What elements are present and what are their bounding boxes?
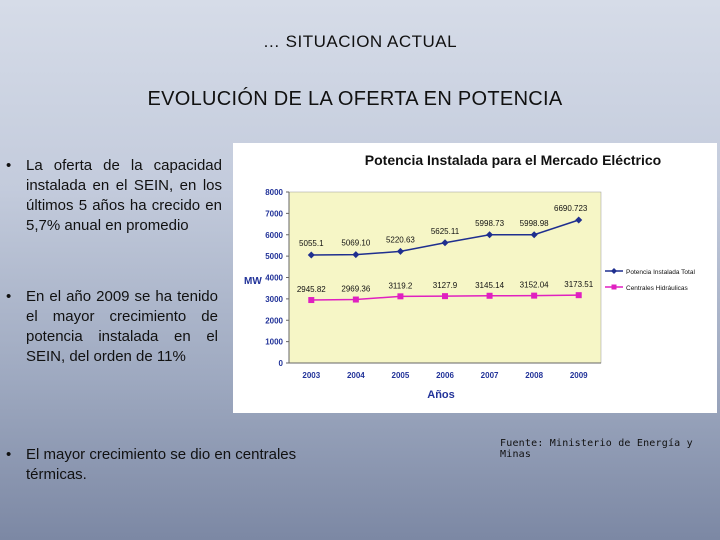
data-point bbox=[352, 251, 360, 259]
data-label: 2969.36 bbox=[341, 285, 370, 294]
x-tick-label: 2005 bbox=[392, 371, 410, 380]
legend-item: Potencia Instalada Total bbox=[605, 268, 695, 276]
y-tick-label: 2000 bbox=[265, 316, 283, 325]
data-label: 5220.63 bbox=[386, 235, 415, 244]
x-tick-label: 2006 bbox=[436, 371, 454, 380]
legend-marker bbox=[611, 284, 617, 290]
data-label: 3119.2 bbox=[388, 281, 412, 290]
y-tick-label: 3000 bbox=[265, 295, 283, 304]
data-label: 3145.14 bbox=[475, 281, 504, 290]
bullet-marker: • bbox=[6, 288, 12, 305]
bullet-text: La oferta de la capacidad instalada en e… bbox=[26, 157, 222, 234]
x-tick-label: 2007 bbox=[481, 371, 499, 380]
data-point bbox=[530, 231, 538, 239]
series-layer: 5055.1 5069.10 5220.63 5625.11 5998.73 5998.9… bbox=[297, 204, 594, 304]
data-point bbox=[397, 293, 404, 300]
bullet-marker: • bbox=[6, 446, 12, 463]
bullet-marker: • bbox=[6, 157, 12, 174]
y-tick-label: 4000 bbox=[265, 274, 283, 283]
x-tick-label: 2009 bbox=[570, 371, 588, 380]
y-tick-label: 5000 bbox=[265, 252, 283, 261]
data-label: 5998.98 bbox=[520, 219, 549, 228]
y-axis: 0 1000 2000 3000 4000 5000 6000 7000 8000 bbox=[265, 188, 290, 368]
y-tick-label: 8000 bbox=[265, 188, 283, 197]
page-title: EVOLUCIÓN DE LA OFERTA EN POTENCIA bbox=[147, 88, 563, 110]
data-label: 3152.04 bbox=[520, 281, 549, 290]
x-tick-label: 2004 bbox=[347, 371, 365, 380]
x-axis: 2003 2004 2005 2006 2007 2008 2009 bbox=[289, 362, 601, 380]
plot-area bbox=[288, 191, 602, 364]
data-point bbox=[575, 216, 583, 224]
y-tick-label: 7000 bbox=[265, 209, 283, 218]
x-tick-label: 2008 bbox=[525, 371, 543, 380]
data-point bbox=[442, 293, 448, 300]
data-label: 5069.10 bbox=[341, 239, 370, 248]
bullet-text: En el año 2009 se ha tenido el mayor cre… bbox=[26, 288, 218, 365]
series-hydro: 2945.82 2969.36 3119.2 3127.9 3145.14 3152.04… bbox=[297, 280, 594, 304]
data-point bbox=[307, 251, 315, 259]
legend-marker bbox=[611, 268, 617, 274]
chart-title: Potencia Instalada para el Mercado Eléct… bbox=[365, 152, 661, 168]
data-label: 5055.1 bbox=[299, 239, 324, 248]
x-tick-label: 2003 bbox=[302, 371, 320, 380]
y-tick-label: 0 bbox=[279, 359, 284, 368]
y-axis-label: MW bbox=[244, 276, 262, 287]
legend-item: Centrales Hidráulicas bbox=[605, 284, 689, 292]
data-label: 3173.51 bbox=[564, 280, 593, 289]
data-label: 5625.11 bbox=[431, 227, 460, 236]
series-total: 5055.1 5069.10 5220.63 5625.11 5998.73 5998.9… bbox=[299, 204, 588, 259]
bullet-text: El mayor crecimiento se dio en centrales… bbox=[26, 446, 297, 483]
x-axis-label: Años bbox=[427, 389, 455, 401]
legend-label: Potencia Instalada Total bbox=[626, 269, 695, 276]
legend-label: Centrales Hidráulicas bbox=[626, 285, 689, 292]
data-point bbox=[486, 292, 493, 299]
data-point bbox=[441, 239, 449, 247]
data-label: 6690.723 bbox=[554, 204, 588, 213]
legend: Potencia Instalada Total Centrales Hidráu… bbox=[605, 268, 695, 292]
data-label: 3127.9 bbox=[433, 281, 458, 290]
data-point bbox=[308, 297, 315, 304]
source-note: Fuente: Ministerio de Energía y Minas bbox=[500, 438, 693, 460]
data-label: 2945.82 bbox=[297, 285, 326, 294]
data-point bbox=[486, 231, 494, 239]
section-label: … SITUACION ACTUAL bbox=[262, 32, 458, 51]
data-point bbox=[352, 296, 359, 303]
y-tick-label: 1000 bbox=[265, 338, 283, 347]
power-capacity-chart: Potencia Instalada para el Mercado Eléct… bbox=[244, 152, 695, 401]
data-point bbox=[531, 292, 538, 299]
data-point bbox=[575, 292, 582, 299]
chart-container: Potencia Instalada para el Mercado Eléct… bbox=[233, 143, 717, 413]
y-tick-label: 6000 bbox=[265, 231, 283, 240]
data-label: 5998.73 bbox=[475, 219, 504, 228]
data-point bbox=[396, 247, 404, 255]
